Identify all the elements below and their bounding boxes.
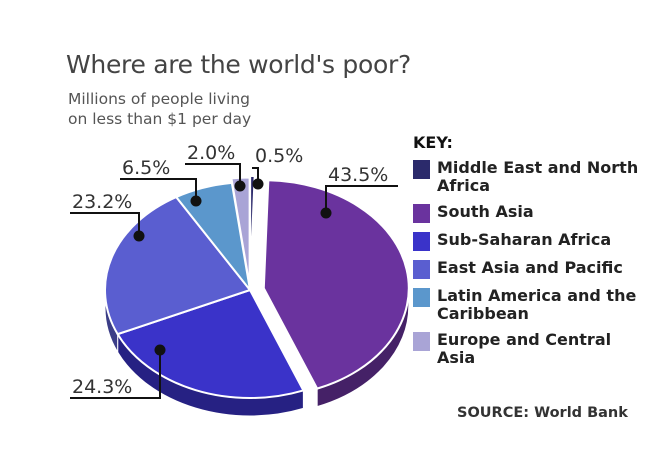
callout-line-south-asia	[325, 185, 398, 213]
pie-slice-middle-east-and-north-africa	[249, 175, 256, 285]
pie-slice-south-asia	[262, 179, 410, 390]
legend-label: Latin America and the Caribbean	[437, 286, 637, 323]
pie-slice-sub-saharan-africa	[116, 288, 305, 399]
data-label-south-asia: 43.5%	[328, 164, 388, 186]
pie-callouts: 0.5% 43.5% 24.3% 23.2% 6.5% 2.0%	[70, 142, 398, 399]
chart-title: Where are the world's poor?	[66, 50, 411, 79]
legend-swatch	[413, 232, 430, 251]
legend-swatch	[413, 160, 430, 179]
chart-subtitle-line-2: on less than $1 per day	[68, 110, 252, 128]
legend-label: East Asia and Pacific	[437, 258, 623, 277]
callout-dot-south-asia	[320, 207, 332, 219]
legend-item-latin-america-and-the-caribbean: Latin America and the Caribbean	[413, 287, 653, 323]
callout-line-europe-and-central-asia	[185, 163, 241, 186]
legend-item-south-asia: South Asia	[413, 203, 653, 223]
data-label-east-asia-and-pacific: 23.2%	[72, 191, 132, 213]
legend: KEY: Middle East and North Africa South A…	[413, 133, 653, 375]
legend-swatch	[413, 260, 430, 279]
data-label-latin-america-and-the-caribbean: 6.5%	[122, 157, 170, 179]
legend-title: KEY:	[413, 133, 453, 152]
legend-swatch	[413, 332, 430, 351]
callout-dot-latin-america-and-the-caribbean	[190, 195, 202, 207]
callout-dot-middle-east-and-north-africa	[252, 178, 264, 190]
callout-dot-east-asia-and-pacific	[133, 230, 145, 242]
legend-swatch	[413, 288, 430, 307]
callout-line-latin-america-and-the-caribbean	[120, 178, 197, 201]
legend-label: South Asia	[437, 202, 534, 221]
legend-item-europe-and-central-asia: Europe and Central Asia	[413, 331, 653, 367]
legend-item-sub-saharan-africa: Sub-Saharan Africa	[413, 231, 653, 251]
data-label-middle-east-and-north-africa: 0.5%	[255, 145, 303, 167]
data-label-sub-saharan-africa: 24.3%	[72, 376, 132, 398]
callout-dot-europe-and-central-asia	[234, 180, 246, 192]
legend-label: Middle East and North Africa	[437, 158, 639, 195]
callout-line-sub-saharan-africa	[70, 350, 161, 399]
pie-top-layer	[104, 175, 410, 399]
data-label-europe-and-central-asia: 2.0%	[187, 142, 235, 164]
callout-dot-sub-saharan-africa	[154, 344, 166, 356]
legend-item-east-asia-and-pacific: East Asia and Pacific	[413, 259, 653, 279]
legend-swatch	[413, 204, 430, 223]
callout-line-east-asia-and-pacific	[70, 212, 140, 236]
source-note: SOURCE: World Bank	[457, 405, 628, 421]
legend-items: Middle East and North Africa South Asia Su…	[413, 159, 653, 367]
chart-subtitle-line-1: Millions of people living	[68, 90, 250, 108]
legend-item-middle-east-and-north-africa: Middle East and North Africa	[413, 159, 653, 195]
legend-label: Europe and Central Asia	[437, 330, 612, 367]
pie-depth-layer	[104, 288, 410, 417]
legend-label: Sub-Saharan Africa	[437, 230, 612, 249]
